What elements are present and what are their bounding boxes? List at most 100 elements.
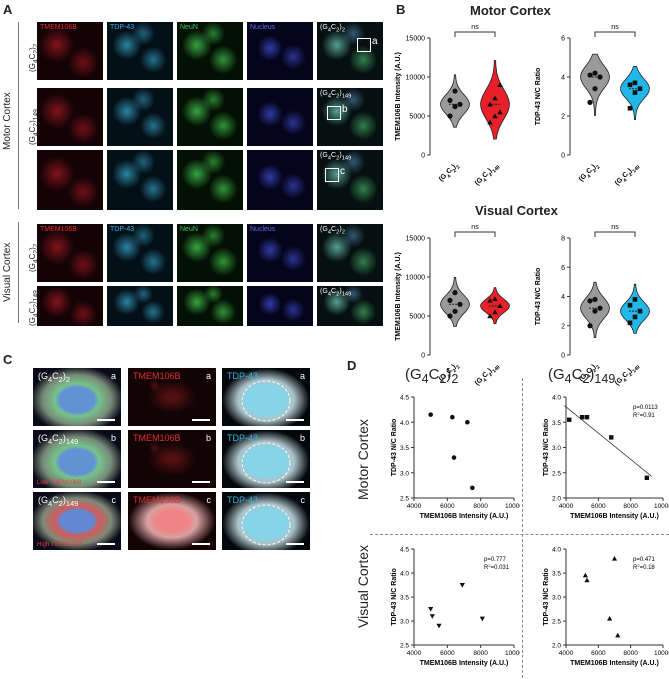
x-tick-label: 10000 (654, 650, 669, 657)
y-tick-label: 3.0 (552, 445, 561, 452)
inset-box (327, 106, 341, 120)
data-point (582, 572, 588, 578)
data-point (627, 302, 633, 308)
scale-bar (97, 543, 115, 545)
micrograph-tile: TDP-43 (107, 22, 173, 80)
x-tick-label: 8000 (623, 650, 638, 657)
merge-label: (G4C2)2 (320, 24, 345, 34)
micrograph-tile: (G4C2)2 a (317, 22, 383, 80)
y-tick-label: 6 (561, 265, 565, 272)
d-divider-v (522, 378, 523, 678)
data-point (452, 104, 458, 110)
x-tick-label: 4000 (559, 650, 574, 657)
channel-label: TMEM106B (40, 226, 77, 233)
b-motor-title: Motor Cortex (470, 3, 551, 18)
c-row-tag: a (299, 371, 305, 381)
stat-label: p=0.777 (484, 557, 507, 563)
data-point (492, 296, 498, 302)
y-tick-label: 6 (561, 36, 565, 43)
y-axis-label: TDP-43 N/C Ratio (391, 568, 398, 626)
data-point (492, 113, 498, 119)
y-tick-label: 0 (421, 153, 425, 160)
y-tick-label: 4.5 (400, 395, 409, 402)
y-tick-label: 2.5 (400, 643, 409, 650)
c-note: High TMEM106B (37, 542, 83, 548)
data-point (457, 101, 463, 107)
y-tick-label: 8 (561, 236, 565, 243)
data-point (470, 485, 475, 491)
x-tick-label: (G4C2)2 (578, 361, 602, 385)
data-point (465, 419, 470, 425)
y-tick-label: 0 (421, 353, 425, 360)
y-axis-label: TDP-43 N/C Ratio (391, 419, 398, 477)
data-point (497, 109, 503, 115)
ns-bracket (594, 31, 636, 37)
data-point (436, 623, 442, 629)
micrograph-tile (107, 286, 173, 326)
d-row-visual: Visual Cortex (355, 544, 371, 628)
y-tick-label: 4 (561, 294, 565, 301)
x-tick-label: 6000 (591, 503, 606, 510)
channel-label: Nucleus (250, 226, 276, 233)
panel-a-letter: A (3, 2, 13, 17)
y-tick-label: 2 (561, 323, 565, 330)
c-tdp-label: TDP-43 (227, 495, 259, 505)
stat-label: p=0.0113 (633, 405, 658, 411)
x-tick-label: 6000 (591, 650, 606, 657)
micrograph-tile (37, 88, 103, 146)
y-tick-label: 2.5 (552, 619, 561, 626)
x-tick-label: 8000 (473, 503, 488, 510)
data-point (479, 616, 485, 622)
data-point (597, 74, 603, 80)
data-point (592, 70, 598, 76)
y-tick-label: 4.5 (400, 547, 409, 554)
channel-label: TDP-43 (110, 24, 135, 31)
nucleus-outline (241, 442, 291, 484)
y-tick-label: 10000 (406, 275, 426, 282)
y-tick-label: 4.0 (400, 571, 409, 578)
x-tick-label: (G4C2)2 (438, 361, 462, 385)
scale-bar (286, 481, 304, 483)
data-point (587, 323, 593, 329)
c-tdp-label: TDP-43 (227, 433, 259, 443)
micrograph-tile: (G4C2)149 c (317, 150, 383, 210)
scale-bar (286, 543, 304, 545)
d-visual-g2-chart: 2.5 3.0 3.5 4.0 4.5 4000 6000 8000 10000 TMEM106B… (391, 547, 520, 668)
scale-bar (97, 481, 115, 483)
data-point (584, 415, 590, 420)
merge-label: (G4C2)149 (320, 152, 352, 162)
channel-label: TDP-43 (110, 226, 135, 233)
channel-label: NeuN (180, 24, 198, 31)
violin-body (620, 283, 650, 334)
data-point (587, 99, 593, 105)
y-tick-label: 5000 (409, 314, 425, 321)
micrograph-tile: TMEM106B (37, 224, 103, 282)
ns-label: ns (611, 24, 619, 31)
d-motor-g149-chart: 2.0 2.5 3.0 3.5 4.0 4000 6000 8000 10000 TMEM106B… (543, 395, 669, 521)
y-axis-label: TDP-43 N/C Ratio (535, 68, 542, 126)
bracket-visual (18, 222, 19, 323)
x-tick-label: 8000 (473, 650, 488, 657)
x-tick-label: 4000 (407, 650, 422, 657)
b-motor-tmem-chart: 0 5000 10000 15000 TMEM106B Intensity (A.U.)… (395, 24, 510, 187)
c-geno-label: (G4C2)2 (38, 371, 71, 384)
x-tick-label: 6000 (440, 503, 455, 510)
panel-c-image: (G4C2)149 c High TMEM106B (33, 492, 121, 550)
c-row-tag: c (206, 495, 212, 505)
y-tick-label: 3.5 (552, 571, 561, 578)
data-point (452, 88, 458, 94)
merge-label: (G4C2)149 (320, 90, 352, 100)
y-tick-label: 10000 (406, 75, 426, 82)
x-axis-label: TMEM106B Intensity (A.U.) (570, 513, 659, 520)
nucleus-outline (241, 504, 291, 546)
panel-c-image: (G4C2)149 b Low TMEM106B (33, 430, 121, 488)
data-point (632, 297, 638, 302)
ns-label: ns (611, 224, 619, 231)
micrograph-tile: NeuN (177, 224, 243, 282)
micrograph-tile (107, 150, 173, 210)
micrograph-tile: TMEM106B (37, 22, 103, 80)
y-tick-label: 3.5 (400, 595, 409, 602)
x-tick-label: 10000 (505, 650, 520, 657)
channel-label: TMEM106B (40, 24, 77, 31)
